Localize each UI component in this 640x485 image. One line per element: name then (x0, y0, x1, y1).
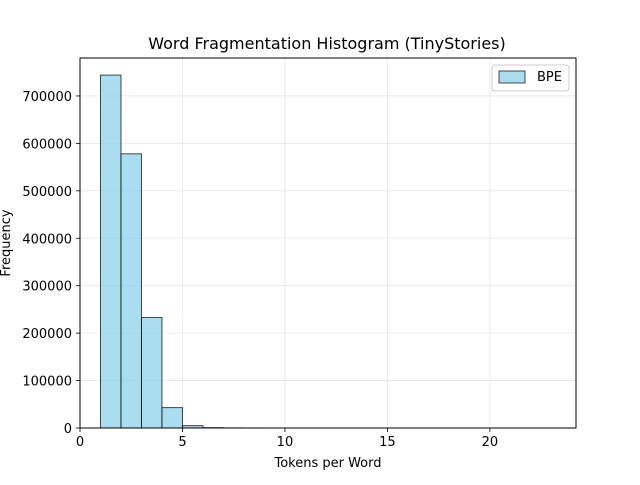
y-tick-label: 100000 (22, 375, 72, 390)
y-tick-label: 700000 (22, 90, 72, 105)
histogram-bar-4 (162, 408, 182, 428)
y-tick-label: 400000 (22, 232, 72, 247)
x-tick-label: 15 (379, 435, 396, 450)
x-tick-label: 20 (482, 435, 499, 450)
chart-title: Word Fragmentation Histogram (TinyStorie… (148, 34, 506, 53)
y-axis-label: Frequency (0, 209, 14, 276)
x-tick-label: 0 (76, 435, 84, 450)
histogram-bar-3 (141, 317, 161, 428)
histogram-bar-2 (121, 154, 141, 428)
legend: BPE (492, 65, 569, 91)
x-tick-label: 5 (178, 435, 186, 450)
legend-swatch-bpe (499, 71, 525, 83)
y-tick-label: 300000 (22, 280, 72, 295)
histogram-bar-1 (100, 75, 120, 428)
y-tick-label: 200000 (22, 327, 72, 342)
x-axis-label: Tokens per Word (273, 456, 381, 471)
y-tick-label: 600000 (22, 137, 72, 152)
y-tick-label: 0 (64, 422, 72, 437)
y-tick-label: 500000 (22, 185, 72, 200)
legend-label-bpe: BPE (537, 70, 562, 85)
x-tick-label: 10 (277, 435, 294, 450)
